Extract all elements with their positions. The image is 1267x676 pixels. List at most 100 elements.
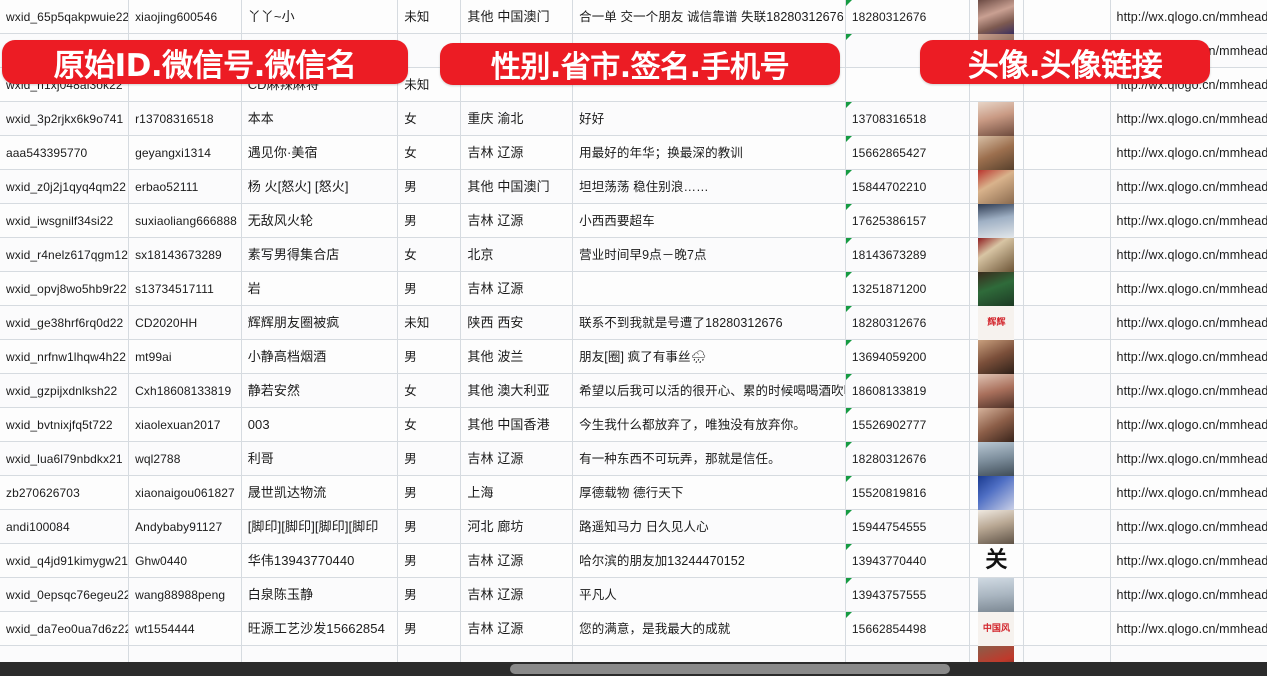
cell-avatar-url[interactable]: http://wx.qlogo.cn/mmhead xyxy=(1116,9,1267,24)
cell-spacer[interactable] xyxy=(1024,271,1111,306)
table-row[interactable]: wxid_q4jd91kimygw21 Ghw0440 华伟13943770440 男… xyxy=(0,543,1267,578)
cell-phone-number[interactable] xyxy=(846,645,971,676)
cell-phone-number[interactable]: 17625386157 xyxy=(845,203,971,238)
cell-wechat-id[interactable]: geyangxi1314 xyxy=(129,135,242,170)
cell-signature[interactable]: 营业时间早9点－晚7点 xyxy=(573,237,846,272)
cell-gender[interactable]: 男 xyxy=(398,611,462,646)
cell-phone-number[interactable]: 15662865427 xyxy=(845,135,971,170)
cell-wechat-name[interactable]: 白泉陈玉静 xyxy=(242,577,399,612)
cell-wechat-name[interactable]: 无敌风火轮 xyxy=(242,203,399,238)
cell-wechat-name[interactable]: 杨 火[怒火] [怒火] xyxy=(242,169,399,204)
cell-gender[interactable]: 男 xyxy=(398,203,462,238)
cell-phone-number[interactable]: 15944754555 xyxy=(845,509,971,544)
cell-avatar[interactable] xyxy=(970,169,1024,204)
cell-signature[interactable]: 坦坦荡荡 稳住别浪…… xyxy=(573,169,846,204)
cell-signature[interactable] xyxy=(573,33,846,68)
cell-avatar[interactable] xyxy=(970,441,1024,476)
cell-avatar[interactable] xyxy=(970,237,1024,272)
cell-gender[interactable]: 女 xyxy=(398,101,462,136)
cell-spacer[interactable] xyxy=(1024,135,1111,170)
cell-gender[interactable]: 未知 xyxy=(398,305,462,340)
cell-wechat-name[interactable]: [脚印][脚印][脚印][脚印 xyxy=(242,509,399,544)
table-row[interactable]: aaa543395770 geyangxi1314 遇见你·美宿女吉林 辽源 用最好的… xyxy=(0,135,1267,170)
table-row[interactable]: wxid_ge38hrf6rq0d22 CD2020HH 辉辉朋友圈被疯 未知 陕西 西… xyxy=(0,305,1267,340)
cell-signature[interactable]: 希望以后我可以活的很开心、累的时候喝喝酒吹吹[ xyxy=(573,373,846,408)
cell-signature[interactable] xyxy=(573,645,846,676)
cell-gender[interactable]: 未知 xyxy=(398,0,462,34)
cell-wechat-id[interactable]: Cxh18608133819 xyxy=(129,373,242,408)
cell-signature[interactable]: 好好 xyxy=(573,101,846,136)
cell-avatar[interactable]: 关 xyxy=(970,543,1024,578)
cell-spacer[interactable] xyxy=(1024,577,1111,612)
table-row[interactable]: wxid_z0j2j1qyq4qm22 erbao52111 杨 火[怒火] [怒火… xyxy=(0,169,1267,204)
cell-wechat-name[interactable]: 晟世凯达物流 xyxy=(242,475,399,510)
cell-spacer[interactable] xyxy=(1024,407,1111,442)
cell-signature[interactable] xyxy=(573,67,846,102)
cell-phone-number[interactable]: 15662854498 xyxy=(845,611,971,646)
cell-wechat-name[interactable]: 岩 xyxy=(242,271,399,306)
cell-wechat-id[interactable]: Andybaby91127 xyxy=(129,509,242,544)
cell-gender[interactable]: 女 xyxy=(398,373,462,408)
cell-avatar-url[interactable]: http://wx.qlogo.cn/mmhead xyxy=(1116,485,1267,500)
cell-gender[interactable]: 男 xyxy=(398,169,462,204)
cell-wechat-id[interactable] xyxy=(129,67,242,102)
table-row[interactable]: wxid_0epsqc76egeu22 wang88988peng 白泉陈玉静男吉林… xyxy=(0,577,1267,612)
cell-spacer[interactable] xyxy=(1024,101,1111,136)
cell-phone-number[interactable]: 18608133819 xyxy=(845,373,971,408)
cell-wechat-id[interactable]: xiaojing600546 xyxy=(129,0,242,34)
cell-wechat-name[interactable]: 素写男得集合店 xyxy=(242,237,399,272)
cell-wechat-name[interactable]: 小静高档烟酒 xyxy=(242,339,399,374)
cell-original-id[interactable]: andi100084 xyxy=(0,509,130,544)
cell-province-city[interactable]: 其他 中国澳门 xyxy=(461,169,574,204)
cell-province-city[interactable]: 上海 xyxy=(461,475,574,510)
cell-spacer[interactable] xyxy=(1024,305,1111,340)
cell-wechat-name[interactable]: 003 xyxy=(242,407,399,442)
cell-wechat-id[interactable]: wql2788 xyxy=(129,441,242,476)
cell-original-id[interactable]: wxid_3p2rjkx6k9o741 xyxy=(0,101,130,136)
cell-province-city[interactable]: 河北 廊坊 xyxy=(461,509,574,544)
cell-wechat-id[interactable]: r13708316518 xyxy=(129,101,242,136)
cell-avatar-url[interactable]: http://wx.qlogo.cn/mmhead xyxy=(1116,621,1267,636)
cell-gender[interactable]: 男 xyxy=(398,509,462,544)
cell-avatar-url[interactable]: http://wx.qlogo.cn/mmhead xyxy=(1116,553,1267,568)
cell-province-city[interactable]: 吉林 辽源 xyxy=(461,441,574,476)
cell-phone-number[interactable]: 15844702210 xyxy=(845,169,971,204)
cell-avatar[interactable] xyxy=(970,509,1024,544)
cell-wechat-name[interactable]: 丫丫~小 xyxy=(242,0,399,34)
cell-original-id[interactable]: wxid_r4nelz617qgm12 xyxy=(0,237,130,272)
table-row[interactable]: wxid_r4nelz617qgm12 sx18143673289 素写男得集合店女… xyxy=(0,237,1267,272)
cell-avatar[interactable] xyxy=(970,135,1024,170)
cell-province-city[interactable]: 其他 波兰 xyxy=(461,339,574,374)
cell-spacer[interactable] xyxy=(1024,645,1111,676)
cell-province-city[interactable]: 其他 中国香港 xyxy=(461,407,574,442)
cell-avatar-url[interactable]: http://wx.qlogo.cn/mmhead xyxy=(1116,451,1267,466)
cell-spacer[interactable] xyxy=(1024,611,1111,646)
table-row[interactable]: wxid_gzpijxdnlksh22 Cxh18608133819 静若安然女其他… xyxy=(0,373,1267,408)
cell-signature[interactable]: 平凡人 xyxy=(573,577,846,612)
cell-avatar[interactable] xyxy=(970,67,1024,102)
cell-signature[interactable]: 哈尔滨的朋友加13244470152 xyxy=(573,543,846,578)
cell-wechat-id[interactable] xyxy=(129,645,242,676)
cell-spacer[interactable] xyxy=(1024,169,1111,204)
cell-avatar[interactable] xyxy=(970,577,1024,612)
cell-wechat-id[interactable]: xiaonaigou061827 xyxy=(129,475,242,510)
table-row[interactable]: wxid_3p2rjkx6k9o741 r13708316518 本本女重庆 渝北好… xyxy=(0,101,1267,136)
cell-avatar-url[interactable]: http://wx.qlogo.cn/mmhead xyxy=(1116,111,1267,126)
cell-signature[interactable]: 今生我什么都放弃了，唯独没有放弃你。 xyxy=(573,407,846,442)
cell-wechat-name[interactable]: 利哥 xyxy=(242,441,399,476)
cell-wechat-id[interactable]: Ghw0440 xyxy=(129,543,242,578)
table-row[interactable]: wxid_nrfnw1lhqw4h22 mt99ai 小静高档烟酒男其他 波兰 朋友[… xyxy=(0,339,1267,374)
cell-province-city[interactable]: 吉林 辽源 xyxy=(461,203,574,238)
cell-province-city[interactable]: 陕西 西安 xyxy=(461,305,574,340)
cell-phone-number[interactable] xyxy=(846,67,971,102)
cell-avatar-url[interactable]: http://wx.qlogo.cn/mmhead xyxy=(1116,281,1267,296)
cell-original-id[interactable] xyxy=(0,645,130,676)
cell-signature[interactable]: 路遥知马力 日久见人心 xyxy=(573,509,846,544)
cell-spacer[interactable] xyxy=(1024,67,1111,102)
cell-original-id[interactable]: wxid_65p5qakpwuie22 xyxy=(0,0,130,34)
cell-avatar[interactable] xyxy=(970,339,1024,374)
cell-province-city[interactable] xyxy=(461,645,574,676)
cell-province-city[interactable]: 北京 xyxy=(461,237,574,272)
cell-avatar-url[interactable]: http://wx.qlogo.cn/mmhead xyxy=(1116,383,1267,398)
cell-avatar[interactable]: 中国风 xyxy=(970,611,1024,646)
